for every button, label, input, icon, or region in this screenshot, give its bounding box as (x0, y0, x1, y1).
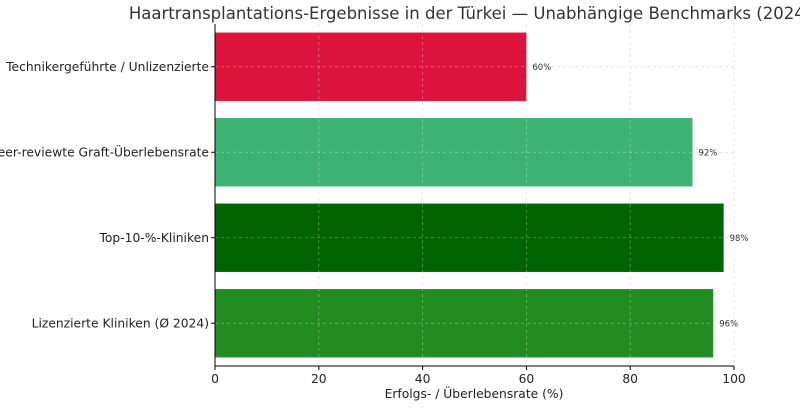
x-tick-label: 60 (519, 372, 535, 386)
y-tick-label: Technikergeführte / Unlizenzierte (5, 60, 209, 74)
bar (215, 32, 527, 101)
x-tick-label: 100 (722, 372, 745, 386)
bar (215, 289, 714, 358)
y-tick-label: Top-10-%-Kliniken (98, 231, 209, 245)
data-label: 60% (532, 63, 551, 73)
x-tick-label: 0 (211, 372, 219, 386)
x-axis-label: Erfolgs- / Überlebensrate (%) (385, 385, 564, 401)
y-tick-label: Peer-reviewte Graft-Überlebensrate (0, 144, 209, 160)
y-tick-label: Lizenzierte Kliniken (Ø 2024) (32, 317, 209, 331)
bar (215, 118, 693, 187)
chart-title: Haartransplantations-Ergebnisse in der T… (129, 4, 800, 23)
bars-layer (214, 24, 735, 366)
data-label: 92% (698, 148, 717, 158)
x-tick-label: 20 (311, 372, 327, 386)
bar (215, 203, 724, 272)
x-tick-label: 80 (622, 372, 638, 386)
labels-layer: 0 20 40 60 80 100 Technikergeführte / Unlizenz… (0, 60, 749, 386)
x-tick-label: 40 (415, 372, 431, 386)
data-label: 96% (719, 319, 738, 329)
data-label: 98% (730, 234, 749, 244)
